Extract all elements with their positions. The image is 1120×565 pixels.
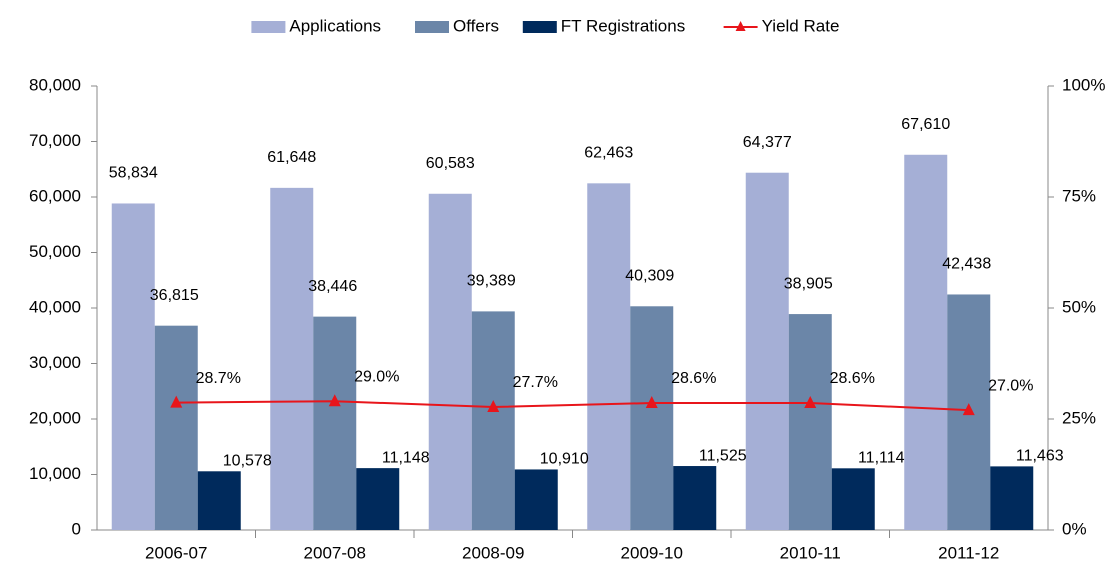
data-label: 42,438 (942, 256, 991, 273)
y2-tick-label: 50% (1062, 297, 1096, 316)
y-tick-label: 0 (72, 519, 81, 538)
bar (904, 154, 948, 530)
marker (487, 400, 500, 413)
data-label: 10,578 (223, 453, 272, 470)
data-label: 38,905 (784, 275, 833, 292)
data-label: 27.7% (513, 374, 558, 391)
data-label: 64,377 (743, 134, 792, 151)
marker (962, 403, 975, 416)
data-label: 28.6% (830, 370, 875, 387)
bar (587, 183, 631, 530)
y-tick-label: 40,000 (29, 297, 81, 316)
x-tick-label: 2006-07 (145, 543, 207, 562)
bar (990, 466, 1034, 530)
data-label: 62,463 (584, 145, 633, 162)
legend-swatch (522, 21, 557, 33)
bar (313, 316, 357, 530)
marker (328, 394, 341, 407)
bar (471, 311, 515, 530)
bar (111, 203, 155, 530)
y2-tick-label: 75% (1062, 186, 1096, 205)
y-tick-label: 60,000 (29, 186, 81, 205)
data-label: 40,309 (625, 268, 674, 285)
data-label: 39,389 (467, 273, 516, 290)
bar (630, 306, 674, 530)
data-label: 58,834 (109, 165, 158, 182)
bar (673, 466, 717, 530)
y2-tick-label: 0% (1062, 519, 1087, 538)
data-label: 67,610 (901, 116, 950, 133)
data-label: 36,815 (150, 287, 199, 304)
legend-swatch (735, 21, 746, 31)
legend-label: Applications (289, 16, 381, 35)
x-tick-label: 2009-10 (621, 543, 683, 562)
y-tick-label: 30,000 (29, 353, 81, 372)
marker (645, 396, 658, 409)
legend-label: Yield Rate (762, 16, 840, 35)
data-label: 10,910 (540, 451, 589, 468)
y2-tick-label: 100% (1062, 75, 1105, 94)
y-tick-label: 10,000 (29, 464, 81, 483)
data-label: 29.0% (354, 368, 399, 385)
data-label: 11,463 (1016, 448, 1064, 465)
bar (270, 187, 314, 530)
bar (831, 468, 875, 530)
y2-tick-label: 25% (1062, 408, 1096, 427)
bar (745, 172, 789, 531)
data-label: 27.0% (988, 377, 1033, 394)
y-tick-label: 70,000 (29, 131, 81, 150)
x-tick-label: 2011-12 (938, 543, 999, 562)
bar (514, 469, 558, 530)
y-tick-label: 80,000 (29, 75, 81, 94)
bar (197, 471, 241, 530)
data-label: 28.6% (671, 370, 716, 387)
data-label: 61,648 (267, 149, 316, 166)
marker (804, 396, 817, 409)
y-tick-label: 20,000 (29, 408, 81, 427)
legend-label: FT Registrations (561, 16, 685, 35)
data-label: 38,446 (308, 278, 357, 295)
line (176, 400, 969, 412)
legend-label: Offers (453, 16, 499, 35)
x-tick-label: 2010-11 (780, 543, 841, 562)
legend-swatch (415, 21, 449, 33)
marker (170, 395, 183, 408)
data-label: 11,114 (858, 450, 905, 467)
x-tick-label: 2008-09 (462, 543, 524, 562)
data-label: 11,525 (699, 447, 747, 464)
data-label: 28.7% (196, 370, 241, 387)
bar (154, 325, 198, 530)
x-tick-label: 2007-08 (304, 543, 366, 562)
y-tick-label: 50,000 (29, 242, 81, 261)
legend-swatch (251, 21, 286, 33)
data-label: 60,583 (426, 155, 475, 172)
data-label: 11,148 (382, 449, 430, 466)
bar (788, 314, 832, 530)
bar (356, 468, 400, 530)
bar (428, 193, 472, 530)
